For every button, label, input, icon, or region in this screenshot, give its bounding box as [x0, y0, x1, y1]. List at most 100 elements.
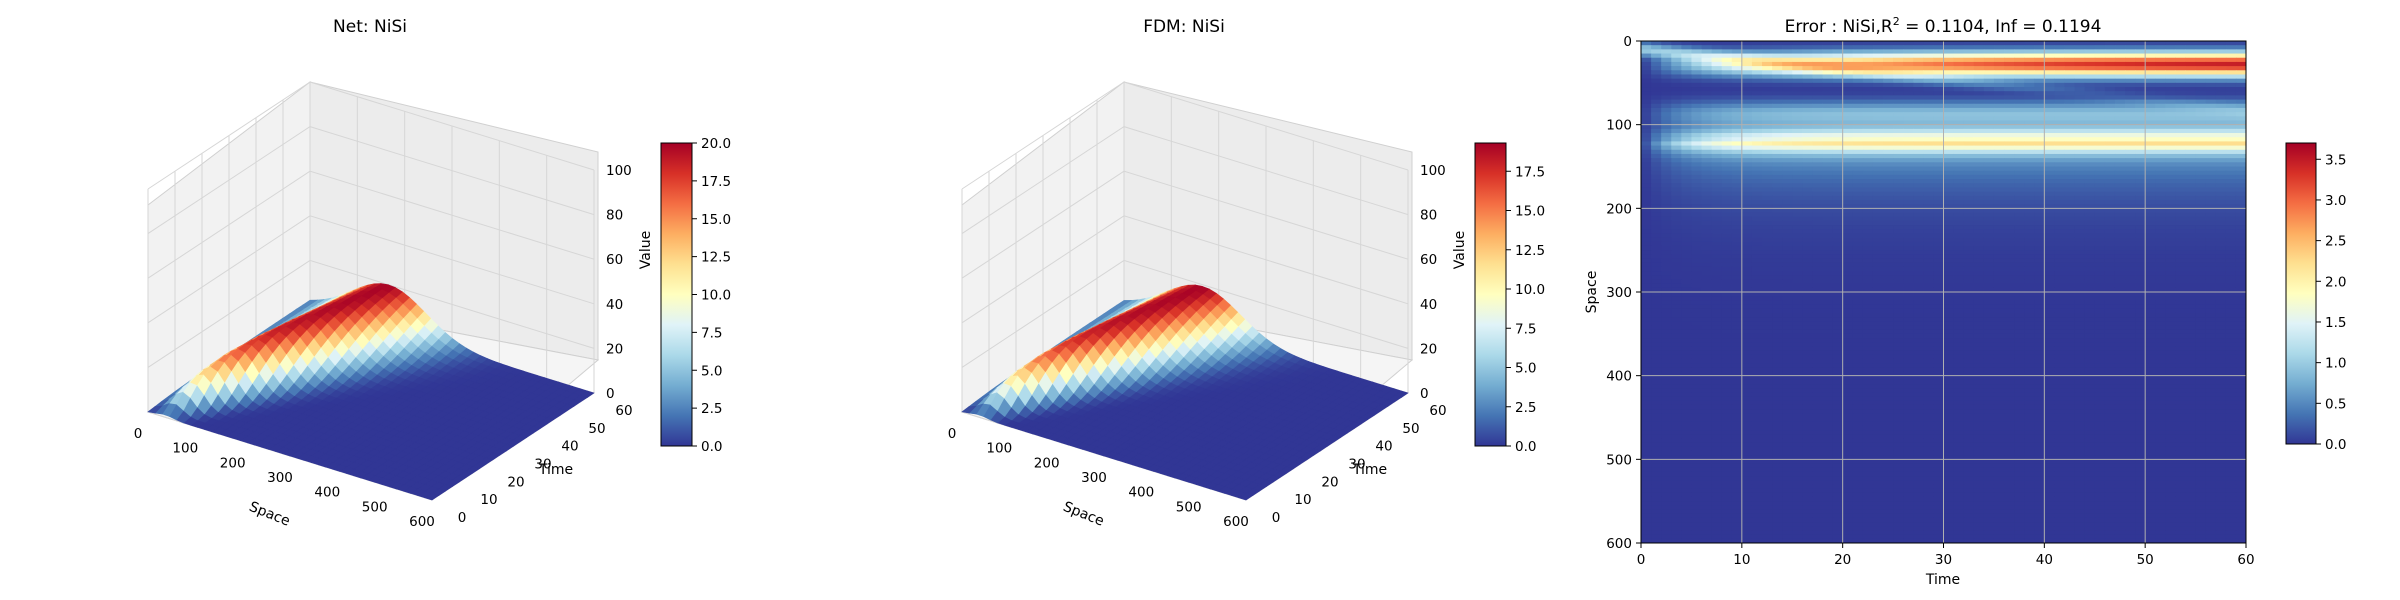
error-heatmap-cell: [2135, 87, 2146, 92]
error-heatmap-cell: [1772, 212, 1783, 218]
error-heatmap-cell: [2185, 212, 2197, 218]
error-heatmap-cell: [1852, 61, 1864, 67]
error-heatmap-cell: [2225, 179, 2237, 184]
error-heatmap-cell: [2004, 95, 2015, 101]
error-heatmap-cell: [2004, 103, 2015, 109]
error-heatmap-cell: [1973, 191, 1985, 197]
colorbar-tick-label: 2.5: [701, 401, 722, 417]
error-heatmap-cell: [1832, 195, 1844, 201]
error-heatmap-cell: [1943, 41, 1955, 46]
error-heatmap-cell: [2125, 133, 2136, 138]
error-heatmap-cell: [1661, 116, 1672, 121]
error-heatmap-cell: [1701, 187, 1713, 193]
error-heatmap-cell: [1681, 82, 1692, 88]
error-heatmap-cell: [1701, 153, 1713, 159]
error-heatmap-cell: [1862, 220, 1874, 226]
error-heatmap-cell: [2004, 70, 2015, 75]
error-heatmap-cell: [2014, 91, 2025, 96]
error-heatmap-cell: [2195, 103, 2207, 109]
error-heatmap-cell: [2004, 241, 2015, 247]
error-heatmap-cell: [2014, 99, 2025, 105]
error-heatmap-cell: [2155, 99, 2166, 105]
error-heatmap-cell: [1852, 78, 1864, 84]
error-heatmap-cell: [2014, 70, 2025, 75]
error-heatmap-cell: [2155, 91, 2166, 96]
error-heatmap-cell: [2195, 145, 2207, 151]
error-heatmap-cell: [1641, 183, 1652, 188]
error-heatmap-cell: [2185, 112, 2197, 117]
error-heatmap-cell: [1913, 174, 1924, 180]
error-heatmap-cell: [2104, 45, 2116, 50]
error-heatmap-cell: [2054, 49, 2065, 55]
error-heatmap-cell: [2054, 174, 2065, 180]
error-heatmap-cell: [2034, 145, 2045, 151]
error-heatmap-cell: [1973, 78, 1985, 84]
error-heatmap-cell: [2094, 124, 2106, 130]
error-heatmap-cell: [1641, 124, 1652, 130]
error-heatmap-cell: [1832, 183, 1844, 188]
error-heatmap-cell: [2175, 166, 2186, 172]
error-heatmap-cell: [1943, 66, 1955, 71]
error-heatmap-cell: [1963, 61, 1975, 67]
error-heatmap-cell: [1983, 87, 1995, 92]
error-heatmap-cell: [1671, 229, 1682, 234]
error-heatmap-cell: [2094, 99, 2106, 105]
error-heatmap-cell: [2205, 170, 2217, 176]
error-heatmap-cell: [1893, 208, 1904, 214]
error-heatmap-cell: [1812, 112, 1823, 117]
error-heatmap-cell: [1983, 45, 1995, 50]
error-heatmap-cell: [2064, 137, 2076, 142]
error-heatmap-cell: [2235, 49, 2247, 55]
error-heatmap-cell: [1711, 183, 1723, 188]
error-heatmap-cell: [1802, 225, 1813, 230]
error-heatmap-cell: [1852, 53, 1864, 59]
error-heatmap-cell: [1762, 82, 1773, 88]
error-heatmap-cell: [1812, 41, 1823, 46]
error-heatmap-cell: [2145, 191, 2156, 197]
error-heatmap-cell: [2064, 225, 2076, 230]
error-heatmap-cell: [1883, 116, 1894, 121]
error-heatmap-cell: [1953, 225, 1965, 230]
error-heatmap-cell: [2175, 141, 2186, 147]
error-heatmap-cell: [2175, 208, 2186, 214]
error-heatmap-cell: [2125, 124, 2136, 130]
error-heatmap-cell: [2014, 112, 2025, 117]
error-heatmap-cell: [1953, 128, 1965, 134]
error-heatmap-cell: [1983, 74, 1995, 80]
error-heatmap-cell: [2145, 133, 2156, 138]
error-heatmap-cell: [1762, 99, 1773, 105]
error-heatmap-cell: [1751, 158, 1763, 163]
error-heatmap-cell: [2185, 195, 2197, 201]
error-heatmap-cell: [2034, 237, 2045, 243]
error-heatmap-cell: [1762, 41, 1773, 46]
error-heatmap-cell: [1802, 162, 1813, 167]
error-heatmap-cell: [1933, 124, 1944, 130]
fdm-z-axis-label: Value: [1452, 231, 1468, 269]
error-heatmap-cell: [1691, 61, 1702, 67]
error-heatmap-cell: [2125, 141, 2136, 147]
error-heatmap-cell: [1741, 70, 1753, 75]
error-heatmap-cell: [1953, 116, 1965, 121]
error-heatmap-cell: [1641, 237, 1652, 243]
error-heatmap-cell: [1953, 82, 1965, 88]
error-heatmap-cell: [2074, 66, 2086, 71]
error-heatmap-cell: [1913, 158, 1924, 163]
error-heatmap-cell: [2014, 57, 2025, 63]
error-heatmap-cell: [2114, 61, 2126, 67]
error-heatmap-cell: [1802, 133, 1813, 138]
error-heatmap-cell: [1691, 237, 1702, 243]
error-heatmap-cell: [1661, 149, 1672, 155]
error-heatmap-cell: [1691, 158, 1702, 163]
error-heatmap-cell: [1812, 87, 1823, 92]
error-heatmap-cell: [1923, 191, 1934, 197]
error-heatmap-cell: [1832, 187, 1844, 193]
error-heatmap-cell: [2195, 191, 2207, 197]
error-heatmap-cell: [2044, 87, 2055, 92]
error-heatmap-cell: [1802, 112, 1813, 117]
error-heatmap-cell: [1762, 229, 1773, 234]
error-heatmap-cell: [1872, 237, 1884, 243]
error-heatmap-cell: [2135, 166, 2146, 172]
error-heatmap-cell: [2044, 216, 2055, 222]
error-heatmap-cell: [1762, 78, 1773, 84]
error-heatmap-cell: [2125, 208, 2136, 214]
